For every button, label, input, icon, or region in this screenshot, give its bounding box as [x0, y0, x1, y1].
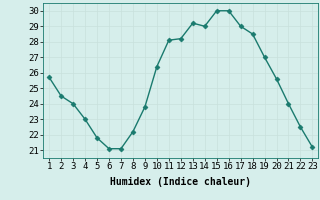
- X-axis label: Humidex (Indice chaleur): Humidex (Indice chaleur): [110, 177, 251, 187]
